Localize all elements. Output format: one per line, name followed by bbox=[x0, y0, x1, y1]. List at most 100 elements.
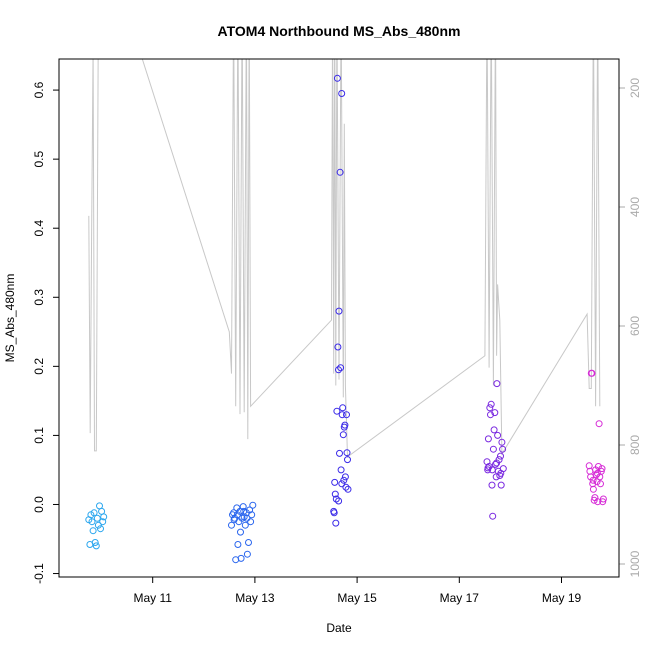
scatter-point bbox=[595, 420, 603, 428]
scatter-point bbox=[498, 438, 506, 446]
scatter-point bbox=[497, 469, 505, 477]
x-tick-label: May 11 bbox=[133, 591, 172, 605]
scatter-point bbox=[230, 516, 238, 524]
scatter-point bbox=[241, 521, 249, 529]
scatter-point bbox=[333, 407, 341, 415]
scatter-point bbox=[487, 400, 495, 408]
scatter-point bbox=[339, 431, 347, 439]
scatter-point bbox=[344, 456, 351, 464]
scatter-point bbox=[228, 521, 235, 529]
x-tick-label: May 15 bbox=[337, 591, 377, 605]
scatter-point bbox=[94, 521, 102, 529]
scatter-point bbox=[89, 527, 97, 535]
scatter-point bbox=[487, 411, 494, 419]
scatter-point bbox=[493, 459, 501, 467]
x-tick-label: May 19 bbox=[542, 591, 582, 605]
plot-frame bbox=[58, 58, 620, 578]
scatter-point bbox=[489, 512, 497, 520]
scatter-point bbox=[592, 471, 600, 479]
scatter-point bbox=[340, 476, 348, 484]
scatter-point bbox=[497, 481, 505, 489]
x-tick-label: May 13 bbox=[235, 591, 275, 605]
x-axis-label: Date bbox=[326, 621, 352, 635]
y2-tick-label: 1000 bbox=[628, 550, 642, 577]
scatter-point bbox=[589, 476, 597, 484]
scatter-point bbox=[341, 421, 349, 429]
axes-layer: -0.1 0.0 0.1 0.2 0.3 0.4 0.5 0.6 200 400 600 800 100… bbox=[32, 78, 642, 605]
scatter-point bbox=[342, 483, 350, 491]
scatter-point bbox=[589, 485, 597, 493]
scatter-point bbox=[590, 496, 598, 504]
scatter-point bbox=[237, 528, 244, 536]
scatter-point bbox=[488, 481, 496, 489]
scatter-point bbox=[338, 90, 346, 97]
y-tick-label: 0.1 bbox=[32, 427, 46, 444]
scatter-point bbox=[593, 469, 601, 477]
scatter-point bbox=[243, 550, 251, 558]
scatter-point bbox=[490, 426, 498, 434]
scatter-point bbox=[588, 369, 596, 377]
scatter-point bbox=[100, 513, 108, 521]
y-tick-label: 0.4 bbox=[32, 220, 46, 237]
scatter-point bbox=[237, 554, 245, 562]
scatter-point bbox=[594, 498, 602, 506]
scatter-point bbox=[332, 495, 340, 503]
scatter-point bbox=[597, 480, 604, 488]
scatter-point bbox=[332, 519, 340, 527]
scatter-point bbox=[93, 514, 101, 522]
chart-title: ATOM4 Northbound MS_Abs_480nm bbox=[218, 23, 461, 39]
scatter-point bbox=[240, 507, 248, 515]
scatter-point bbox=[484, 464, 492, 472]
scatter-point bbox=[598, 465, 606, 473]
scatter-point bbox=[499, 445, 507, 453]
scatter-point bbox=[492, 460, 499, 468]
scatter-point bbox=[599, 495, 607, 503]
scatter-point bbox=[336, 449, 343, 457]
scatter-point bbox=[344, 485, 352, 493]
y2-tick-label: 800 bbox=[628, 435, 642, 455]
scatter-point bbox=[488, 466, 496, 474]
scatter-point bbox=[486, 404, 494, 412]
scatter-point bbox=[338, 411, 346, 419]
scatter-point bbox=[330, 509, 338, 517]
scatter-point bbox=[599, 498, 607, 506]
scatter-point bbox=[249, 501, 257, 509]
scatter-point bbox=[484, 435, 492, 443]
scatter-point bbox=[245, 539, 252, 546]
scatter-point bbox=[335, 366, 342, 374]
scatter-point bbox=[88, 518, 96, 526]
scatter-point bbox=[243, 514, 251, 522]
scatter-point bbox=[597, 467, 605, 475]
scatter-point bbox=[97, 525, 104, 533]
y-tick-label: 0.6 bbox=[32, 81, 46, 98]
y-tick-label: 0.5 bbox=[32, 150, 46, 167]
y-tick-label: 0.0 bbox=[32, 496, 46, 513]
scatter-point bbox=[92, 542, 100, 550]
y-tick-label: 0.3 bbox=[32, 289, 46, 306]
scatter-point bbox=[337, 466, 345, 474]
scatter-point bbox=[334, 343, 342, 351]
scatter-points-layer bbox=[85, 74, 607, 564]
scatter-point bbox=[333, 74, 341, 82]
scatter-point bbox=[336, 168, 344, 176]
scatter-point bbox=[335, 307, 343, 315]
scatter-point bbox=[331, 478, 339, 486]
scatter-point bbox=[339, 404, 347, 412]
scatter-point bbox=[99, 518, 107, 526]
scatter-point bbox=[331, 490, 339, 498]
y2-tick-label: 400 bbox=[628, 197, 642, 217]
x-tick-label: May 17 bbox=[440, 591, 480, 605]
scatter-point bbox=[343, 411, 350, 419]
y-tick-label: 0.2 bbox=[32, 358, 46, 375]
scatter-point bbox=[493, 380, 501, 388]
scatter-point bbox=[91, 539, 99, 546]
scatter-point bbox=[494, 431, 502, 439]
scatter-point bbox=[489, 445, 497, 453]
scatter-point bbox=[341, 473, 349, 481]
scatter-point bbox=[90, 509, 98, 517]
scatter-point bbox=[337, 364, 345, 372]
scatter-point bbox=[239, 503, 247, 511]
scatter-point bbox=[335, 497, 343, 505]
scatter-point bbox=[491, 409, 499, 417]
